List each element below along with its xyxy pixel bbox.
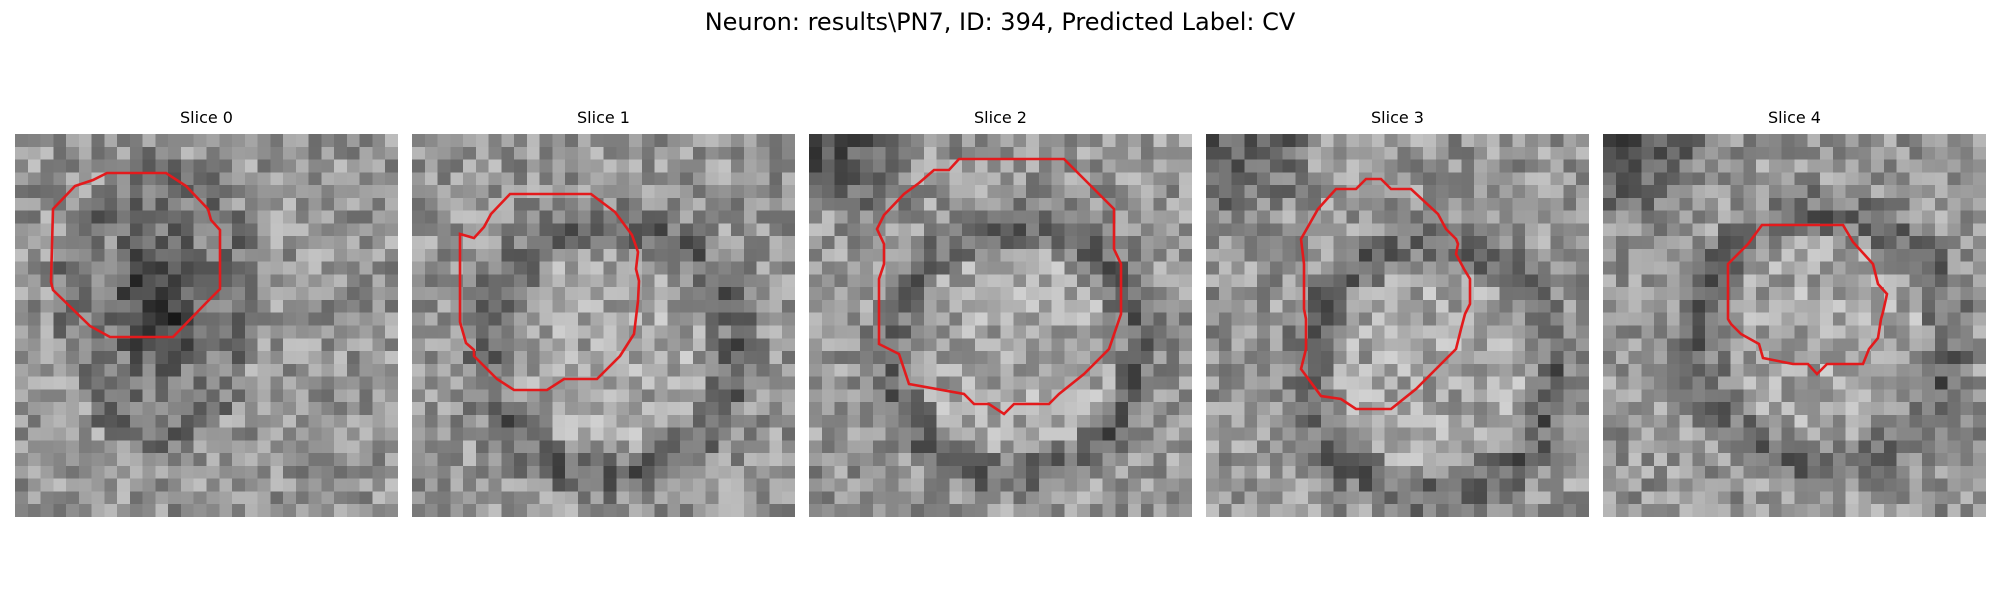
slice-title-4: Slice 4 (1768, 108, 1821, 127)
slice-title-2: Slice 2 (974, 108, 1027, 127)
slice-image-2 (809, 134, 1192, 517)
contour-outline (49, 171, 222, 339)
slice-contour-3 (1299, 177, 1472, 411)
slice-image-4 (1603, 134, 1986, 517)
contour-outline (1726, 223, 1889, 376)
slice-contour-1 (458, 192, 641, 392)
slice-contour-2 (875, 157, 1123, 416)
contour-outline (875, 157, 1123, 416)
slice-contour-0 (49, 171, 222, 339)
slice-image-3 (1206, 134, 1589, 517)
contour-outline (458, 192, 641, 392)
slice-title-3: Slice 3 (1371, 108, 1424, 127)
slice-image-0 (15, 134, 398, 517)
slice-title-0: Slice 0 (180, 108, 233, 127)
figure-title: Neuron: results\PN7, ID: 394, Predicted … (704, 8, 1296, 36)
contour-outline (1299, 177, 1472, 411)
slice-contour-4 (1726, 223, 1889, 376)
slice-image-1 (412, 134, 795, 517)
slice-title-1: Slice 1 (577, 108, 630, 127)
